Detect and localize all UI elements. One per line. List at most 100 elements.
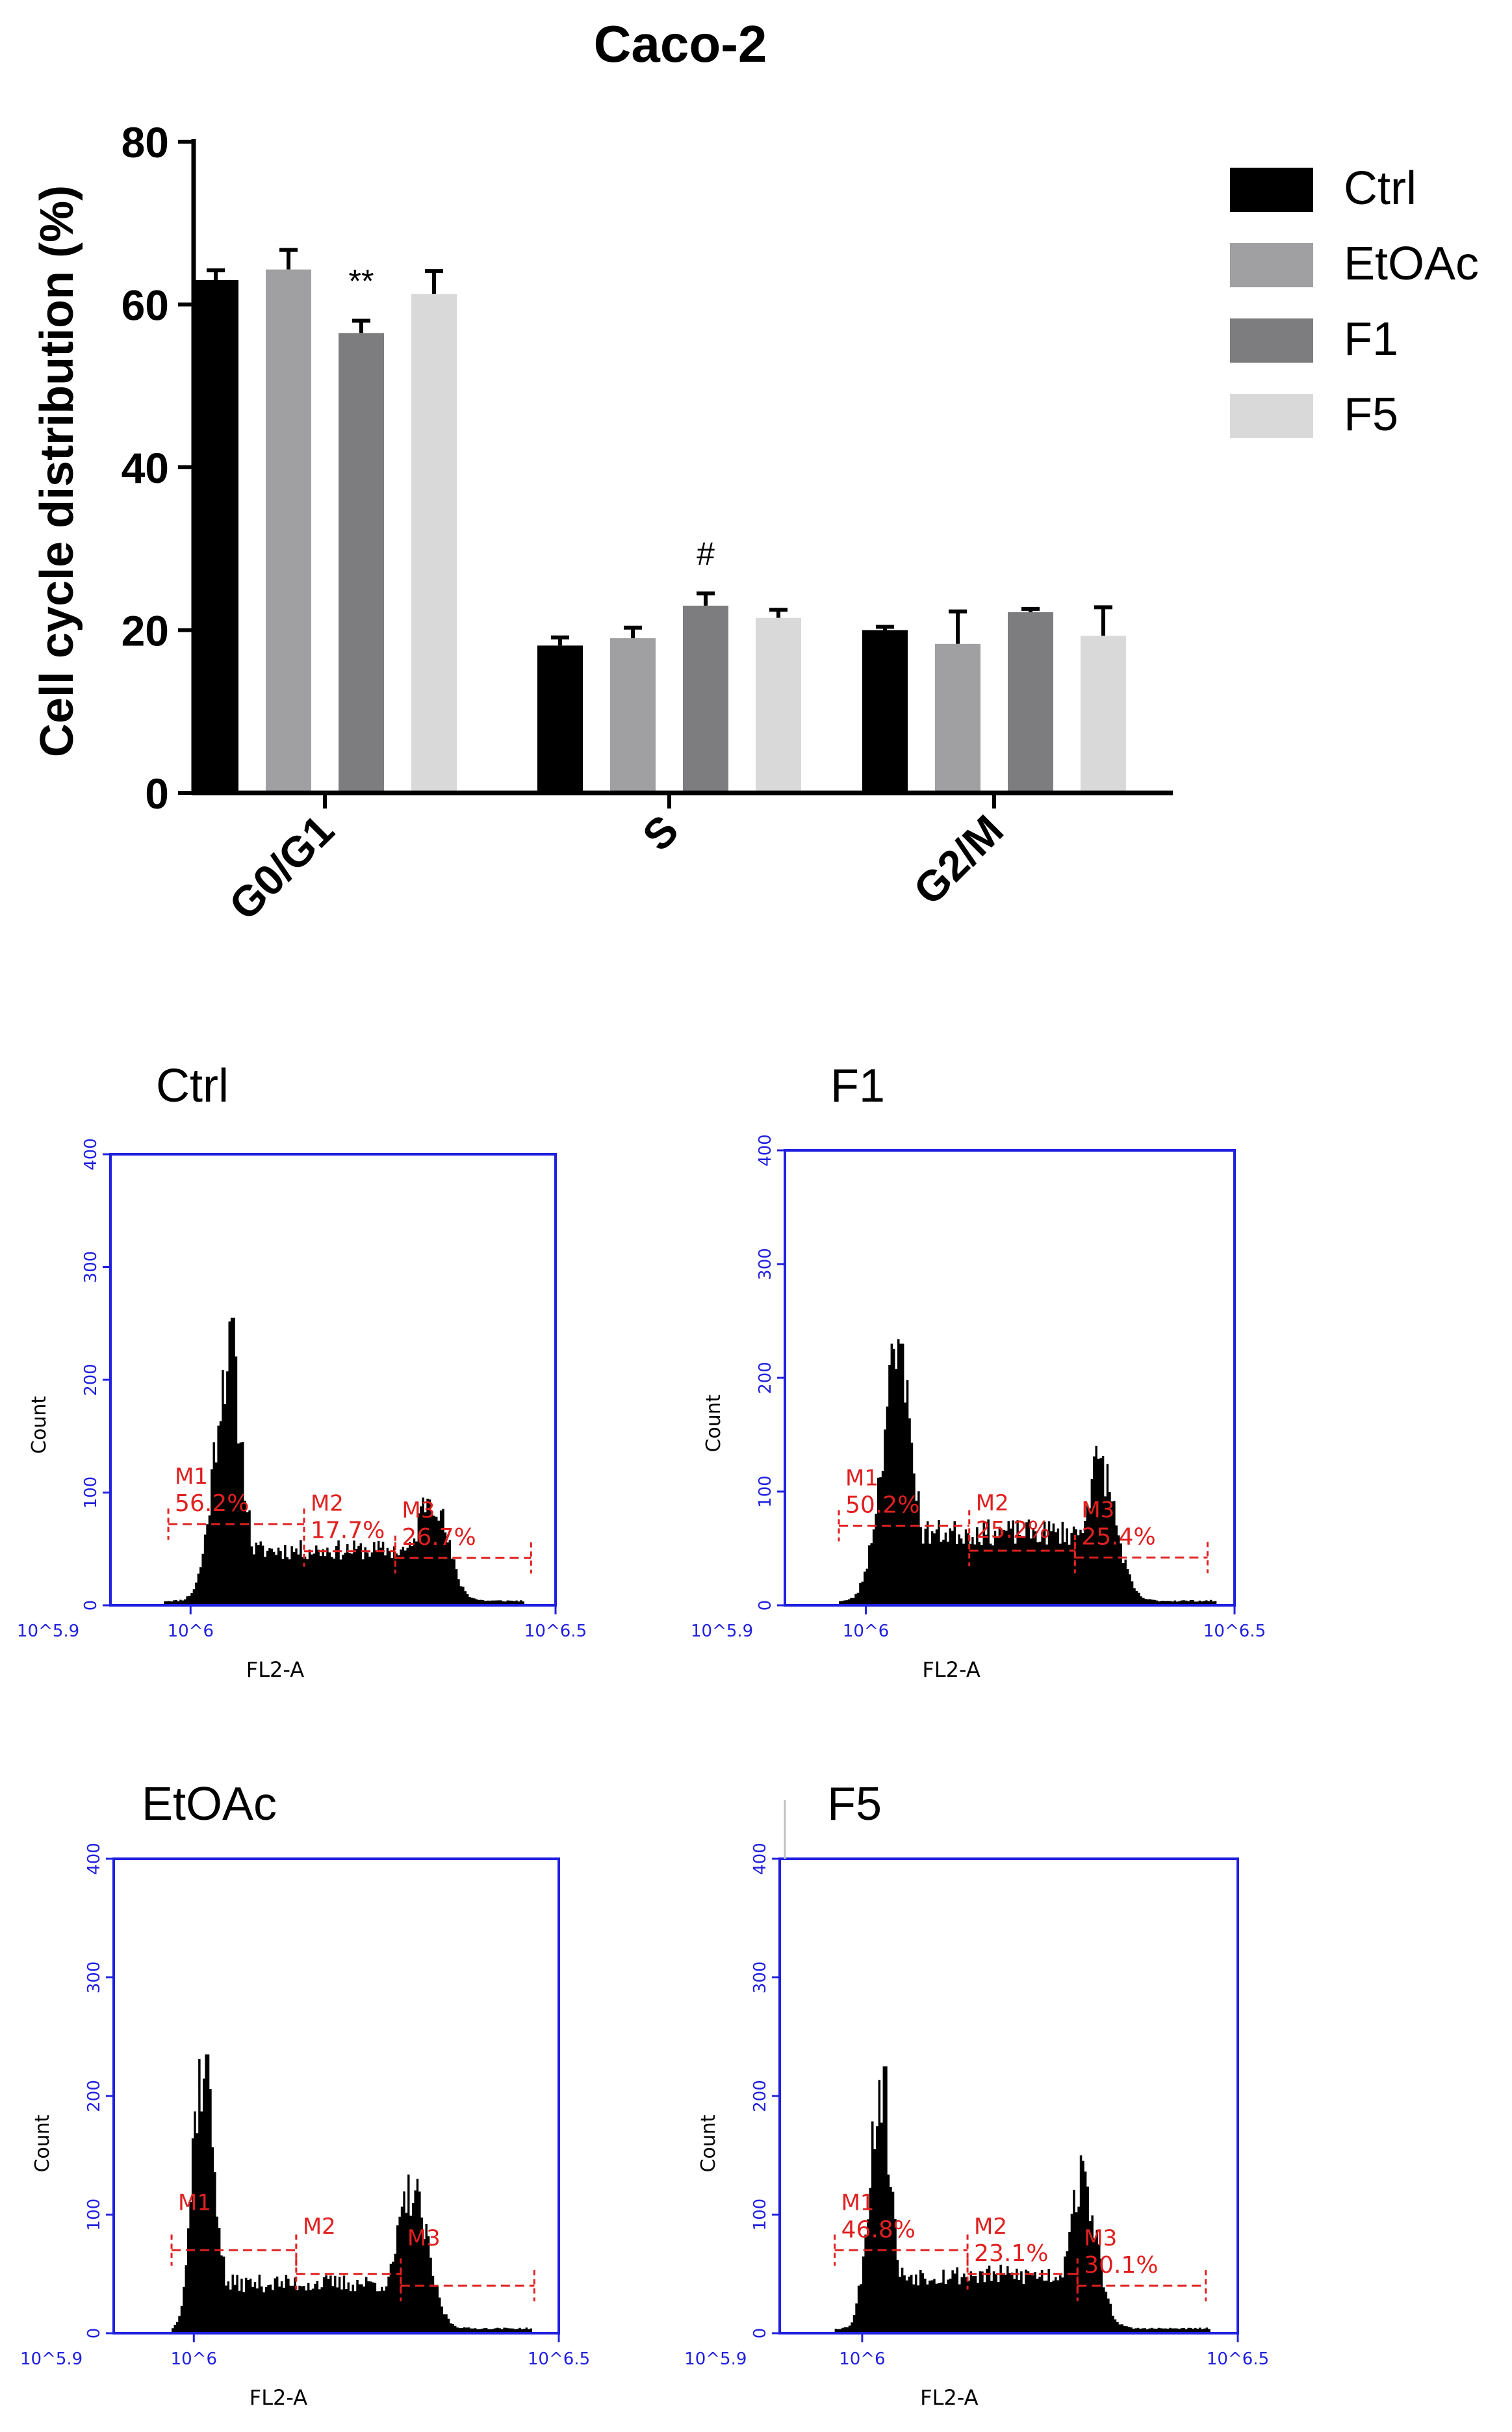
histogram-area [110, 1317, 556, 1605]
y-tick-label: 0 [756, 1600, 775, 1611]
legend-entry: Ctrl [1344, 162, 1416, 214]
x-tick-label: 10^6.5 [1203, 1622, 1266, 1641]
gate-name: M2 [311, 1491, 344, 1517]
x-tick-label: 10^6 [843, 1622, 889, 1641]
x-axis-label: FL2-A [920, 2385, 978, 2410]
y-tick-label: 200 [84, 2080, 104, 2112]
bar-ctrl-g0-g1 [193, 279, 238, 793]
bar-f5-g0-g1 [411, 294, 457, 793]
bar-marks: ** # [193, 248, 1126, 794]
y-axis-label: Count [702, 1394, 725, 1452]
y-tick-label: 20 [122, 607, 169, 655]
bar-f1-s [683, 605, 728, 793]
gate-name: M1 [841, 2190, 875, 2216]
x-axis-label: FL2-A [246, 1657, 304, 1682]
histogram-panel-f1: F1 0 100 200 300 400 10^5.9 10^6 10^6.5 FL2-A Coun… [691, 1060, 1266, 1682]
y-tick-label: 200 [81, 1364, 101, 1396]
x-tick-label: 10^5.9 [684, 2349, 747, 2369]
y-tick-label: 100 [84, 2199, 104, 2231]
y-tick-label: 200 [756, 1362, 775, 1394]
gate-name: M3 [1081, 1497, 1114, 1523]
y-tick-label: 400 [81, 1138, 101, 1171]
legend-entry: EtOAc [1344, 238, 1479, 290]
bar-f5-g2-m [1081, 636, 1126, 793]
legend-swatch [1230, 243, 1313, 287]
x-tick-label: 10^6.5 [1207, 2349, 1269, 2369]
histogram-area [780, 2066, 1238, 2333]
x-tick-label: 10^5.9 [17, 1622, 79, 1641]
y-tick-label: 300 [750, 1961, 770, 1994]
gate-percent: 50.2% [845, 1492, 919, 1519]
gate-percent: 17.7% [311, 1518, 385, 1544]
x-tick-label: 10^5.9 [691, 1622, 753, 1641]
legend: Ctrl EtOAc F1 F5 [1230, 162, 1479, 441]
y-tick-label: 80 [122, 118, 169, 166]
y-tick-label: 40 [122, 444, 169, 492]
gate-name: M3 [402, 1497, 435, 1523]
y-tick-label: 100 [756, 1475, 775, 1508]
bar-axes [191, 139, 1173, 796]
y-tick-label: 300 [81, 1251, 101, 1284]
gate-name: M1 [175, 1464, 208, 1490]
y-axis-label: Count [28, 1396, 51, 1454]
gate-percent: 56.2% [175, 1490, 249, 1517]
y-tick-label: 0 [750, 2328, 770, 2339]
bar-etoac-s [610, 638, 656, 793]
bar-f1-g0-g1 [339, 333, 384, 793]
gate-name: M2 [976, 1490, 1009, 1516]
gate-name: M2 [303, 2214, 336, 2240]
plot-frame [112, 1857, 560, 2335]
x-tick-label: G0/G1 [220, 806, 343, 929]
x-tick-label: 10^6 [839, 2349, 885, 2369]
legend-swatch [1230, 168, 1313, 212]
legend-entry: F5 [1344, 389, 1398, 441]
gate-percent: 23.1% [974, 2240, 1048, 2267]
y-axis-label: Count [697, 2114, 720, 2172]
x-axis-ticks: G0/G1 S G2/M [220, 793, 1012, 929]
y-tick-label: 100 [81, 1477, 101, 1509]
legend-entry: F1 [1344, 313, 1398, 365]
gate-name: M1 [178, 2190, 211, 2216]
bar-etoac-g2-m [935, 643, 980, 793]
histogram-area [114, 2054, 559, 2333]
legend-swatch [1230, 318, 1313, 363]
bar-chart: Caco-2 Cell cycle distribution (%) 0 20 40… [31, 15, 1479, 929]
y-tick-label: 400 [750, 1843, 770, 1875]
y-tick-label: 60 [122, 281, 169, 330]
bar-ctrl-g2-m [862, 630, 908, 793]
gate-percent: 26.7% [402, 1524, 476, 1551]
y-tick-label: 400 [756, 1134, 775, 1167]
histogram-panel-ctrl: Ctrl 0 100 200 300 400 10^5.9 10^6 10^6.5 FL2-A Co… [17, 1060, 587, 1682]
significance-marker: ** [349, 263, 374, 300]
x-tick-label: 10^6 [171, 2349, 217, 2369]
y-axis-label: Cell cycle distribution (%) [31, 185, 83, 757]
bar-f5-s [756, 617, 801, 793]
x-tick-label: 10^6.5 [528, 2349, 590, 2369]
y-tick-label: 0 [81, 1600, 101, 1611]
x-tick-label: 10^6.5 [524, 1622, 587, 1641]
bar-f1-g2-m [1008, 612, 1053, 793]
y-tick-label: 200 [750, 2080, 770, 2112]
gate-name: M3 [1084, 2225, 1117, 2251]
x-tick-label: S [633, 806, 687, 860]
significance-marker: # [697, 536, 715, 572]
y-tick-label: 100 [750, 2199, 770, 2231]
y-tick-label: 0 [84, 2328, 104, 2339]
x-axis-label: FL2-A [922, 1657, 980, 1682]
x-tick-label: 10^6 [168, 1622, 214, 1641]
bar-ctrl-s [537, 645, 583, 793]
y-tick-label: 0 [145, 770, 169, 818]
y-tick-label: 400 [84, 1843, 104, 1875]
panel-title: F5 [827, 1778, 882, 1830]
panel-title: EtOAc [142, 1778, 277, 1830]
bar-etoac-g0-g1 [266, 269, 311, 794]
y-tick-label: 300 [756, 1248, 775, 1280]
legend-swatch [1230, 394, 1313, 438]
panel-title: Ctrl [156, 1060, 229, 1112]
gate-name: M2 [974, 2214, 1007, 2240]
gate-percent: 25.2% [976, 1517, 1050, 1544]
x-tick-label: G2/M [904, 806, 1012, 914]
x-axis-label: FL2-A [250, 2385, 307, 2410]
histogram-area [785, 1339, 1235, 1605]
gate-percent: 46.8% [841, 2216, 916, 2243]
